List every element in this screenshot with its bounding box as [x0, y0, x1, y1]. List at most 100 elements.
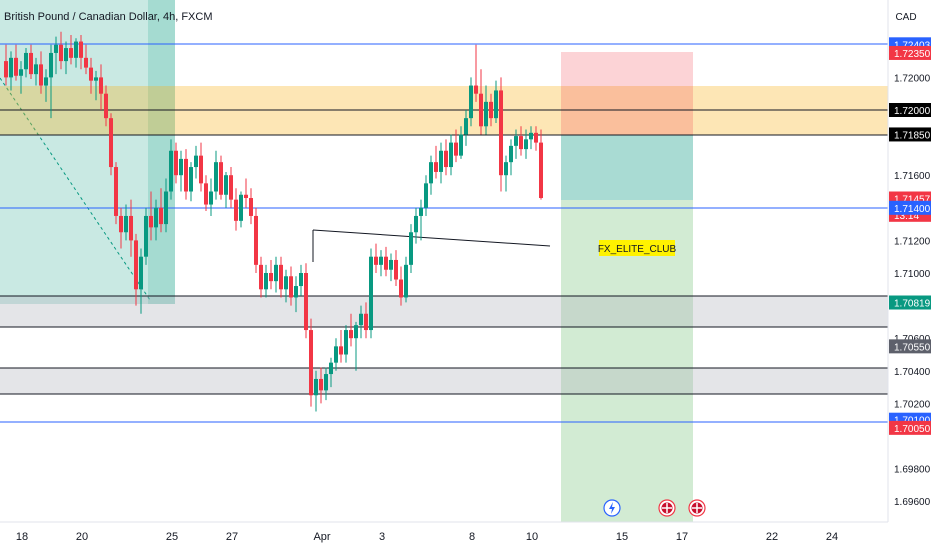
candle[interactable]: [259, 256, 263, 298]
candle[interactable]: [539, 129, 543, 200]
candle[interactable]: [149, 191, 153, 241]
candle[interactable]: [24, 48, 28, 78]
candle[interactable]: [289, 266, 293, 306]
demand-zone-lower[interactable]: [0, 368, 888, 394]
candle[interactable]: [354, 321, 358, 371]
candle[interactable]: [29, 44, 33, 80]
candle[interactable]: [164, 178, 168, 233]
candle[interactable]: [324, 367, 328, 401]
demand-zone-upper[interactable]: [0, 296, 888, 327]
candle[interactable]: [129, 199, 133, 257]
candle[interactable]: [339, 330, 343, 363]
candle[interactable]: [254, 207, 258, 273]
candle[interactable]: [204, 175, 208, 212]
candle[interactable]: [434, 145, 438, 179]
candle[interactable]: [439, 142, 443, 184]
candle[interactable]: [114, 162, 118, 225]
candle[interactable]: [229, 167, 233, 208]
currency-label[interactable]: CAD: [895, 12, 916, 23]
candle[interactable]: [444, 139, 448, 176]
candle[interactable]: [409, 224, 413, 273]
candle[interactable]: [474, 44, 478, 102]
candle[interactable]: [119, 207, 123, 249]
candle[interactable]: [279, 256, 283, 298]
candle[interactable]: [179, 150, 183, 192]
candle[interactable]: [249, 188, 253, 225]
candle[interactable]: [319, 367, 323, 404]
short-position-entry-zone[interactable]: [561, 135, 693, 200]
candle[interactable]: [374, 243, 378, 273]
candle[interactable]: [469, 77, 473, 127]
candle[interactable]: [349, 313, 353, 347]
candle[interactable]: [99, 64, 103, 110]
candle[interactable]: [459, 126, 463, 159]
trend-line[interactable]: [312, 229, 551, 247]
candle[interactable]: [284, 269, 288, 303]
candle[interactable]: [104, 85, 108, 127]
uk-flag-event-icon-2[interactable]: [688, 499, 706, 517]
candle[interactable]: [514, 129, 518, 159]
candle[interactable]: [529, 126, 533, 150]
candle[interactable]: [124, 204, 128, 241]
candle[interactable]: [509, 139, 513, 176]
short-position-stop-zone[interactable]: [561, 52, 693, 135]
candle[interactable]: [199, 142, 203, 192]
candle[interactable]: [209, 178, 213, 216]
candle[interactable]: [364, 302, 368, 339]
candle[interactable]: [294, 276, 298, 313]
candle[interactable]: [329, 357, 333, 388]
candle[interactable]: [224, 171, 228, 208]
candle[interactable]: [174, 142, 178, 184]
candle[interactable]: [419, 199, 423, 241]
candle[interactable]: [39, 51, 43, 94]
candle[interactable]: [109, 113, 113, 176]
candle[interactable]: [184, 149, 188, 200]
candle[interactable]: [269, 259, 273, 290]
candle[interactable]: [79, 35, 83, 70]
lightning-event-icon[interactable]: [603, 499, 621, 517]
candle[interactable]: [389, 253, 393, 282]
candle[interactable]: [384, 246, 388, 277]
candle[interactable]: [169, 139, 173, 200]
candle[interactable]: [69, 35, 73, 65]
candle[interactable]: [369, 248, 373, 339]
candle[interactable]: [484, 85, 488, 135]
candle[interactable]: [134, 233, 138, 306]
candle[interactable]: [404, 256, 408, 303]
candle[interactable]: [314, 370, 318, 412]
candle[interactable]: [144, 207, 148, 265]
candle[interactable]: [19, 61, 23, 94]
uk-flag-event-icon[interactable]: [658, 499, 676, 517]
candle[interactable]: [74, 38, 78, 68]
candle[interactable]: [309, 318, 313, 407]
candle[interactable]: [64, 41, 68, 75]
candle[interactable]: [54, 36, 58, 75]
candle[interactable]: [234, 188, 238, 231]
candle[interactable]: [504, 155, 508, 192]
candle[interactable]: [304, 263, 308, 339]
candle[interactable]: [189, 162, 193, 202]
candle[interactable]: [89, 57, 93, 94]
candle[interactable]: [154, 199, 158, 241]
candle[interactable]: [414, 207, 418, 244]
candle[interactable]: [299, 264, 303, 296]
candle[interactable]: [429, 155, 433, 195]
candle[interactable]: [449, 134, 453, 176]
candle[interactable]: [139, 248, 143, 314]
candle[interactable]: [379, 250, 383, 277]
candle[interactable]: [499, 77, 503, 192]
time-axis[interactable]: 18 20 25 27 Apr 3 8 10 15 17 22 24: [0, 521, 932, 550]
candle[interactable]: [489, 93, 493, 127]
candle[interactable]: [84, 44, 88, 75]
candle[interactable]: [214, 150, 218, 200]
candle[interactable]: [219, 155, 223, 200]
candle[interactable]: [274, 256, 278, 293]
candle[interactable]: [464, 110, 468, 146]
candle[interactable]: [14, 44, 18, 81]
candle[interactable]: [479, 69, 483, 135]
candle[interactable]: [454, 129, 458, 163]
candle[interactable]: [359, 305, 363, 339]
candle[interactable]: [334, 338, 338, 371]
candle[interactable]: [59, 31, 63, 70]
